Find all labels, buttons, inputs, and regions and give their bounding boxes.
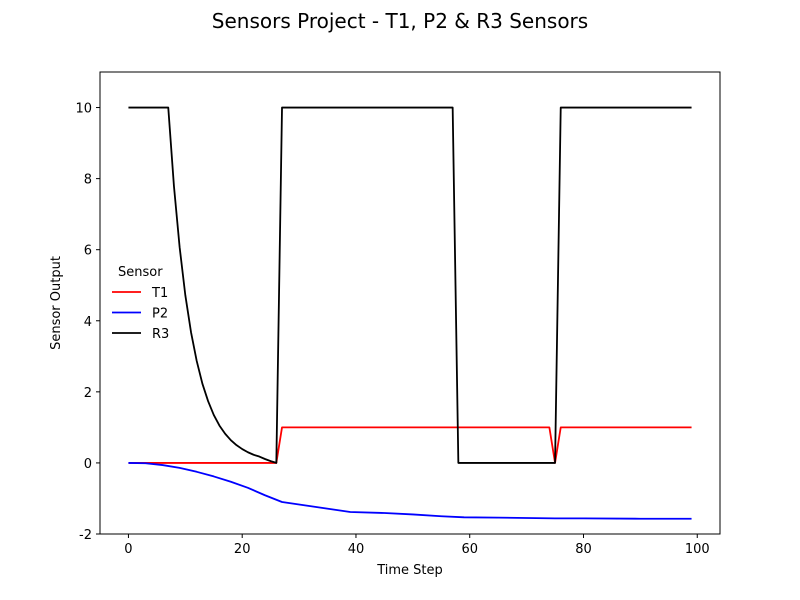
axes-frame bbox=[99, 71, 721, 535]
x-tick-label: 60 bbox=[461, 542, 478, 557]
legend-title: Sensor bbox=[118, 265, 163, 280]
x-tick-label: 20 bbox=[234, 542, 251, 557]
y-tick-label: 6 bbox=[84, 244, 92, 259]
x-tick-label: 40 bbox=[348, 542, 365, 557]
y-tick-label: 4 bbox=[84, 315, 92, 330]
y-tick-label: 10 bbox=[75, 102, 92, 117]
legend: Sensor T1 P2 R3 bbox=[112, 265, 169, 342]
y-tick-label: -2 bbox=[79, 528, 92, 543]
y-tick-label: 8 bbox=[84, 173, 92, 188]
chart-title: Sensors Project - T1, P2 & R3 Sensors bbox=[212, 9, 588, 33]
x-tick-label: 100 bbox=[685, 542, 710, 557]
legend-label-t1: T1 bbox=[151, 286, 168, 301]
axis-ticks: 0 20 40 60 80 100 -2 0 2 4 6 8 10 bbox=[75, 102, 709, 557]
legend-label-r3: R3 bbox=[152, 327, 169, 342]
series-line-t1 bbox=[128, 426, 692, 464]
series-line-p2 bbox=[128, 462, 692, 520]
x-tick-label: 80 bbox=[575, 542, 592, 557]
y-tick-label: 2 bbox=[84, 386, 92, 401]
x-axis-label: Time Step bbox=[376, 563, 443, 578]
x-tick-label: 0 bbox=[124, 542, 132, 557]
y-axis-label: Sensor Output bbox=[49, 256, 64, 350]
legend-label-p2: P2 bbox=[152, 307, 168, 322]
plot-area bbox=[128, 106, 692, 520]
series-line-r3 bbox=[128, 106, 692, 464]
y-tick-label: 0 bbox=[84, 457, 92, 472]
